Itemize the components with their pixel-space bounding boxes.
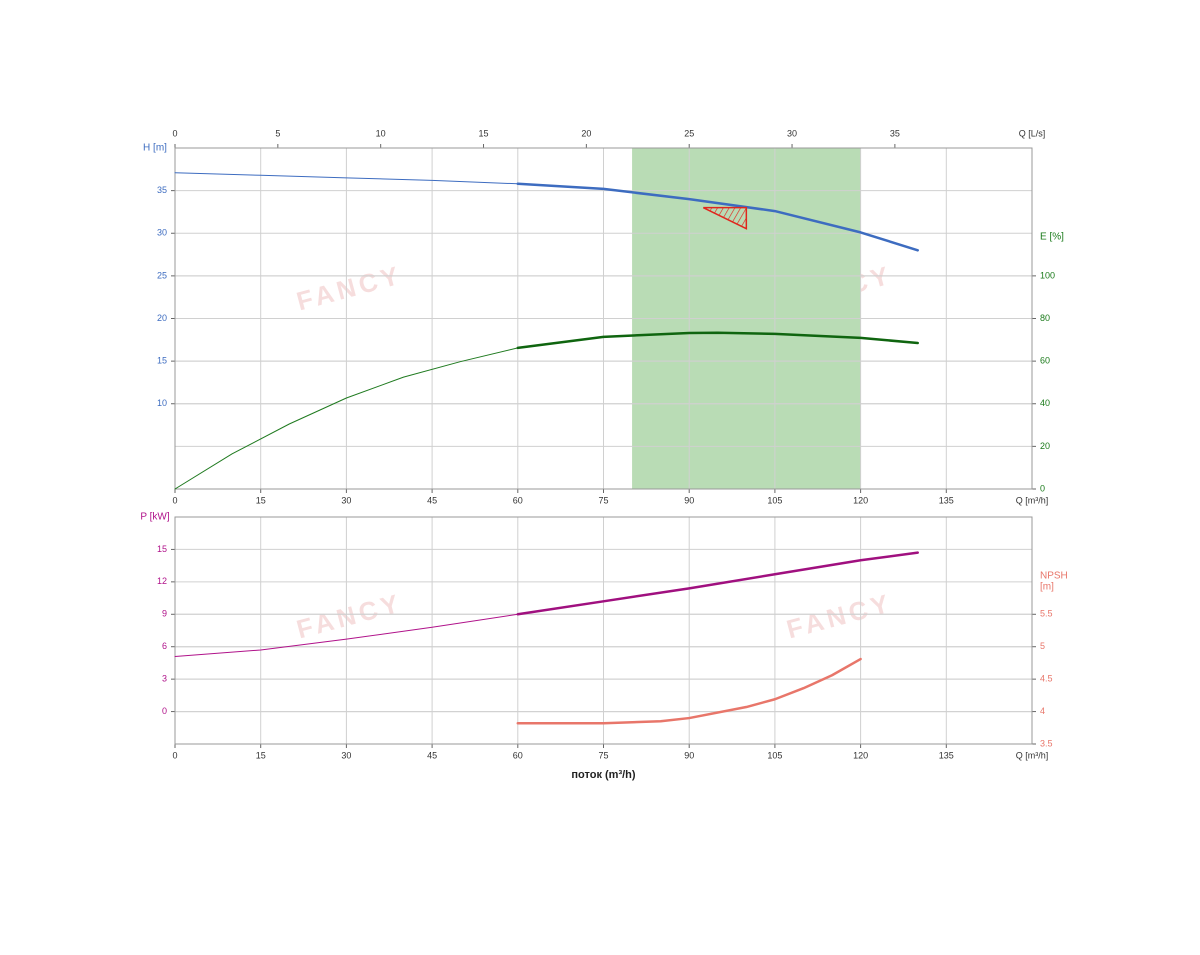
- x2-tick-label: 5: [275, 128, 280, 138]
- duty-point: [703, 206, 748, 230]
- plot-frame: [174, 147, 1033, 490]
- x2-tick-label: 25: [684, 128, 694, 138]
- y2-tick-label: 4: [1040, 706, 1045, 716]
- y2-axis-label: [m]: [1040, 582, 1054, 593]
- y2-tick-label: 4.5: [1040, 674, 1053, 684]
- y2-tick-label: 3.5: [1040, 738, 1053, 748]
- x-axis-title: поток (m³/h): [571, 769, 635, 781]
- y-tick-label: 20: [157, 313, 167, 323]
- x-tick-label: 30: [341, 750, 351, 760]
- y-tick-label: 15: [157, 544, 167, 554]
- x2-tick-label: 30: [787, 128, 797, 138]
- x-tick-label: 90: [684, 495, 694, 505]
- y-axis-label: H [m]: [143, 143, 167, 154]
- x2-tick-label: 20: [581, 128, 591, 138]
- y2-axis-label: E [%]: [1040, 231, 1064, 242]
- x-tick-label: 15: [256, 750, 266, 760]
- x-tick-label: 30: [341, 495, 351, 505]
- x-tick-label: 120: [853, 750, 868, 760]
- x2-tick-label: 0: [172, 128, 177, 138]
- x2-tick-label: 35: [890, 128, 900, 138]
- curve: [174, 172, 519, 185]
- plot-frame: [174, 516, 1033, 745]
- x2-tick-label: 15: [479, 128, 489, 138]
- curve: [516, 551, 919, 616]
- watermark: FANCY: [293, 259, 405, 316]
- y2-tick-label: 80: [1040, 313, 1050, 323]
- y-tick-label: 35: [157, 185, 167, 195]
- y2-tick-label: 5: [1040, 641, 1045, 651]
- y-tick-label: 0: [162, 706, 167, 716]
- x-tick-label: 60: [513, 495, 523, 505]
- y-tick-label: 6: [162, 641, 167, 651]
- x-tick-label: 135: [939, 495, 954, 505]
- y2-tick-label: 100: [1040, 270, 1055, 280]
- y2-tick-label: 5.5: [1040, 609, 1053, 619]
- x-tick-label: 0: [172, 750, 177, 760]
- curve: [174, 613, 519, 657]
- watermark: FANCY: [293, 587, 405, 644]
- curve: [516, 331, 919, 350]
- x-tick-label: 105: [767, 495, 782, 505]
- x-tick-label: 45: [427, 750, 437, 760]
- x-tick-label: 45: [427, 495, 437, 505]
- x-tick-label: 135: [939, 750, 954, 760]
- x-tick-label: 0: [172, 495, 177, 505]
- y-tick-label: 30: [157, 228, 167, 238]
- curve: [516, 657, 862, 725]
- y-tick-label: 10: [157, 398, 167, 408]
- y2-tick-label: 0: [1040, 483, 1045, 493]
- y2-tick-label: 60: [1040, 356, 1050, 366]
- x-tick-label: 90: [684, 750, 694, 760]
- x-tick-label: 75: [598, 750, 608, 760]
- y-tick-label: 9: [162, 609, 167, 619]
- y-tick-label: 3: [162, 674, 167, 684]
- y-axis-label: P [kW]: [140, 512, 169, 523]
- watermark: FANCY: [783, 587, 895, 644]
- x2-axis-label: Q [L/s]: [1019, 128, 1046, 138]
- x2-tick-label: 10: [376, 128, 386, 138]
- curve: [516, 182, 919, 252]
- y-tick-label: 12: [157, 576, 167, 586]
- y2-tick-label: 20: [1040, 441, 1050, 451]
- x-axis-label: Q [m³/h]: [1016, 495, 1049, 505]
- x-axis-label: Q [m³/h]: [1016, 750, 1049, 760]
- y2-axis-label: NPSH: [1040, 571, 1068, 582]
- y2-tick-label: 40: [1040, 398, 1050, 408]
- y-tick-label: 25: [157, 270, 167, 280]
- x-tick-label: 15: [256, 495, 266, 505]
- curve: [174, 347, 519, 490]
- x-tick-label: 60: [513, 750, 523, 760]
- y-tick-label: 15: [157, 356, 167, 366]
- x-tick-label: 105: [767, 750, 782, 760]
- x-tick-label: 120: [853, 495, 868, 505]
- x-tick-label: 75: [598, 495, 608, 505]
